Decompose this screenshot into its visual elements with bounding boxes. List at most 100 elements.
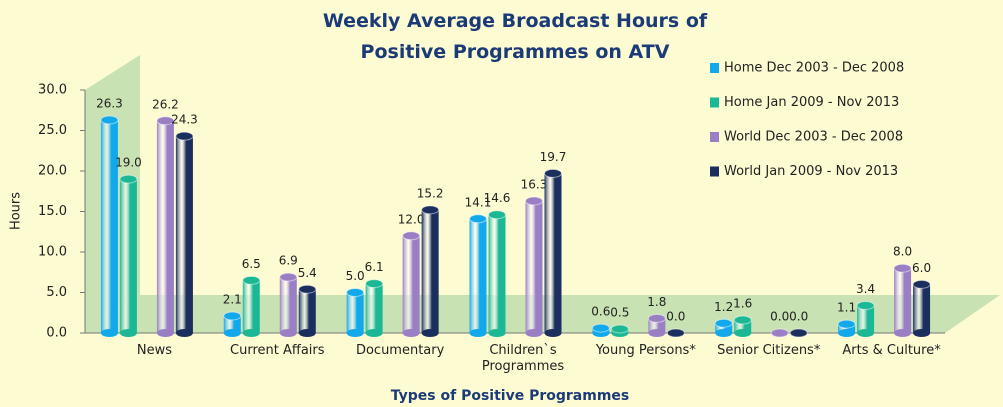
bar [525,196,543,337]
bar-body [119,179,137,333]
bar-bottom [838,329,856,337]
bar-body [298,289,316,333]
bar-top [469,214,487,224]
x-tick-label: Young Persons* [595,343,696,358]
value-label: 6.0 [912,261,931,275]
y-axis-label: Hours [9,192,24,230]
bar-bottom [402,329,420,337]
bar [714,318,733,337]
value-label: 0.5 [610,305,629,319]
legend-label: World Dec 2003 - Dec 2008 [724,130,903,145]
bar-body [223,315,241,333]
bar [223,311,242,337]
bar-top [242,275,261,285]
bar-bottom [421,329,439,337]
bar [100,115,119,337]
y-tick-label: 25.0 [38,123,67,138]
value-label: 2.1 [223,292,242,306]
bar-bottom [525,329,543,337]
bar-bottom [544,329,562,337]
bar-top [856,300,875,310]
legend-label: Home Jan 2009 - Nov 2013 [724,95,899,110]
bar-top [100,115,119,125]
bar [856,300,875,337]
bar-top [119,174,138,184]
bar-bottom [346,329,364,337]
bar-top [298,284,317,294]
bar-top [912,279,931,289]
bar-bottom [156,329,174,337]
x-tick-label: Documentary [355,343,445,358]
bar-top [647,313,666,323]
bar [837,319,856,337]
bar [789,328,808,338]
value-label: 26.3 [96,96,123,110]
x-tick-label: Senior Citizens* [717,343,821,358]
x-tick-label: Current Affairs [230,343,325,358]
y-tick-label: 20.0 [38,164,67,179]
bar-body [402,235,420,333]
bar-body [894,268,912,333]
bar [770,328,789,338]
bar [647,313,666,337]
bar-bottom [298,329,316,337]
bar-bottom [242,329,260,337]
x-tick-label: Children`s Programmes [481,343,565,374]
x-tick-label: Arts & Culture* [842,343,941,358]
x-axis-label: Types of Positive Programmes [390,388,630,404]
value-label: 14.6 [484,191,511,205]
value-label: 0.6 [591,305,610,319]
value-label: 1.6 [733,297,752,311]
bar-body [715,323,733,333]
bar-body [913,284,931,333]
value-label: 12.0 [398,212,425,226]
bar [488,210,506,337]
bar-bottom [119,329,137,337]
y-tick-label: 15.0 [38,204,67,219]
bar [298,284,317,337]
value-label: 1.8 [647,295,666,309]
value-label: 1.1 [837,301,856,315]
value-label: 6.5 [242,257,261,271]
bar-body [365,283,383,333]
bar-top [421,205,440,215]
bar [544,168,562,337]
bar [346,288,365,337]
bar-bottom [913,329,931,337]
bar [893,263,912,337]
bar-body [525,200,543,333]
bar [156,116,175,337]
bar-top [175,131,194,141]
y-tick-label: 5.0 [46,285,67,300]
bar [402,231,421,337]
bar [733,315,752,337]
bar [365,279,384,337]
bar-body [279,277,297,333]
bar [421,205,440,337]
value-label: 14.1 [465,195,492,209]
bar-bottom [894,329,912,337]
y-tick-label: 30.0 [38,83,67,98]
bar [912,279,931,337]
chart-title: Weekly Average Broadcast Hours of Positi… [322,10,708,63]
bar-top [488,210,506,220]
bar-top [610,324,629,334]
bar-bottom [469,329,487,337]
bar-top [402,231,421,241]
legend-swatch [710,63,719,73]
value-label: 6.9 [279,254,298,268]
value-label: 15.2 [417,186,444,200]
bar-top [591,323,610,333]
bar-bottom [175,329,193,337]
bar-top [770,328,789,338]
bar-body [242,280,260,333]
bar-bottom [857,329,875,337]
bar-body [100,119,118,333]
bar [119,174,138,337]
value-label: 3.4 [856,282,875,296]
legend-label: World Jan 2009 - Nov 2013 [724,164,898,179]
bar-bottom [715,329,733,337]
bar-body [421,209,439,333]
bar [610,324,629,337]
bar-top [714,318,733,328]
